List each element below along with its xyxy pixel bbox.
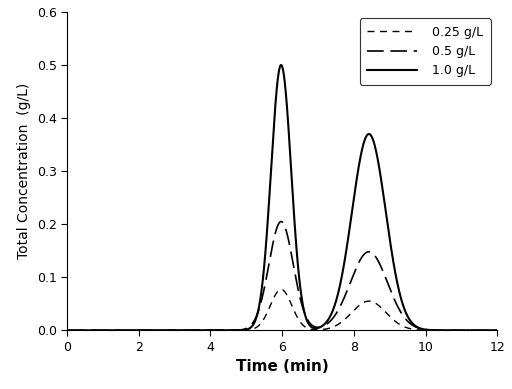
1.0 g/L [494,328,500,333]
0.25 g/L [228,328,234,333]
0.5 g/L [228,328,234,333]
0.5 g/L [418,326,424,331]
Y-axis label: Total Concentration  (g/L): Total Concentration (g/L) [17,83,31,259]
1.0 g/L [64,328,70,333]
Line: 0.5 g/L: 0.5 g/L [67,221,497,330]
1.0 g/L [278,63,284,67]
0.25 g/L [344,315,350,320]
0.5 g/L [322,323,328,328]
Line: 0.25 g/L: 0.25 g/L [67,289,497,330]
1.0 g/L [344,244,350,249]
0.25 g/L [142,328,148,333]
Legend: 0.25 g/L, 0.5 g/L, 1.0 g/L: 0.25 g/L, 0.5 g/L, 1.0 g/L [360,18,491,85]
0.5 g/L [344,289,350,293]
1.0 g/L [385,226,391,230]
0.5 g/L [385,282,391,286]
1.0 g/L [228,328,234,333]
0.25 g/L [278,287,284,292]
Line: 1.0 g/L: 1.0 g/L [67,65,497,330]
0.5 g/L [64,328,70,333]
1.0 g/L [142,328,148,333]
0.25 g/L [494,328,500,333]
0.25 g/L [64,328,70,333]
1.0 g/L [418,326,424,331]
0.5 g/L [142,328,148,333]
0.25 g/L [418,328,424,332]
X-axis label: Time (min): Time (min) [236,359,329,374]
0.25 g/L [385,312,391,317]
1.0 g/L [322,321,328,326]
0.5 g/L [278,219,284,224]
0.5 g/L [494,328,500,333]
0.25 g/L [322,327,328,331]
